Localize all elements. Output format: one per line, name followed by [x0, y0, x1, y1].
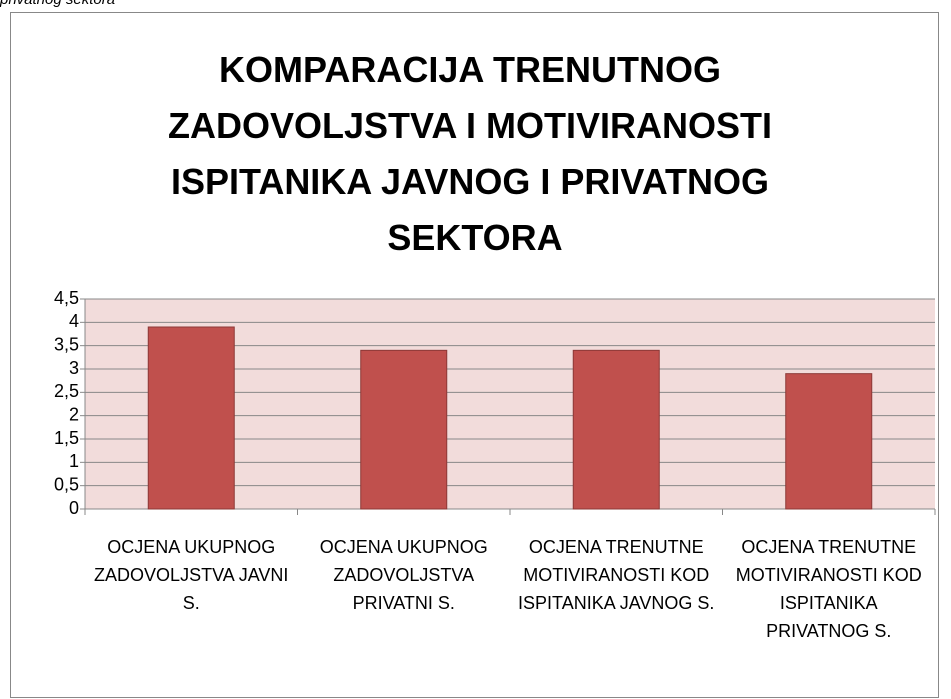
chart-title: KOMPARACIJA TRENUTNOG ZADOVOLJSTVA I MOT…: [168, 49, 782, 258]
y-tick-label: 2: [69, 404, 79, 424]
y-tick-label: 3: [69, 358, 79, 378]
y-tick-label: 1,5: [54, 428, 79, 448]
y-tick-label: 3,5: [54, 334, 79, 354]
y-tick-label: 0: [69, 498, 79, 518]
x-tick-label: OCJENA TRENUTNE MOTIVIRANOSTI KOD ISPITA…: [518, 537, 715, 613]
x-tick-label: OCJENA TRENUTNE MOTIVIRANOSTI KOD ISPITA…: [735, 537, 922, 641]
bar: [147, 326, 235, 510]
y-tick-label: 0,5: [54, 474, 79, 494]
x-tick-label: OCJENA UKUPNOG ZADOVOLJSTVA JAVNI S.: [94, 537, 289, 613]
y-tick-label: 4: [69, 311, 79, 331]
y-tick-label: 4,5: [54, 288, 79, 308]
y-tick-label: 1: [69, 451, 79, 471]
chart-frame: [10, 12, 939, 698]
bar: [785, 373, 873, 510]
bar: [572, 349, 660, 510]
caption: privatnog sektora: [0, 0, 115, 8]
bar: [360, 349, 448, 510]
y-tick-label: 2,5: [54, 381, 79, 401]
x-tick-label: OCJENA UKUPNOG ZADOVOLJSTVA PRIVATNI S.: [319, 537, 488, 613]
